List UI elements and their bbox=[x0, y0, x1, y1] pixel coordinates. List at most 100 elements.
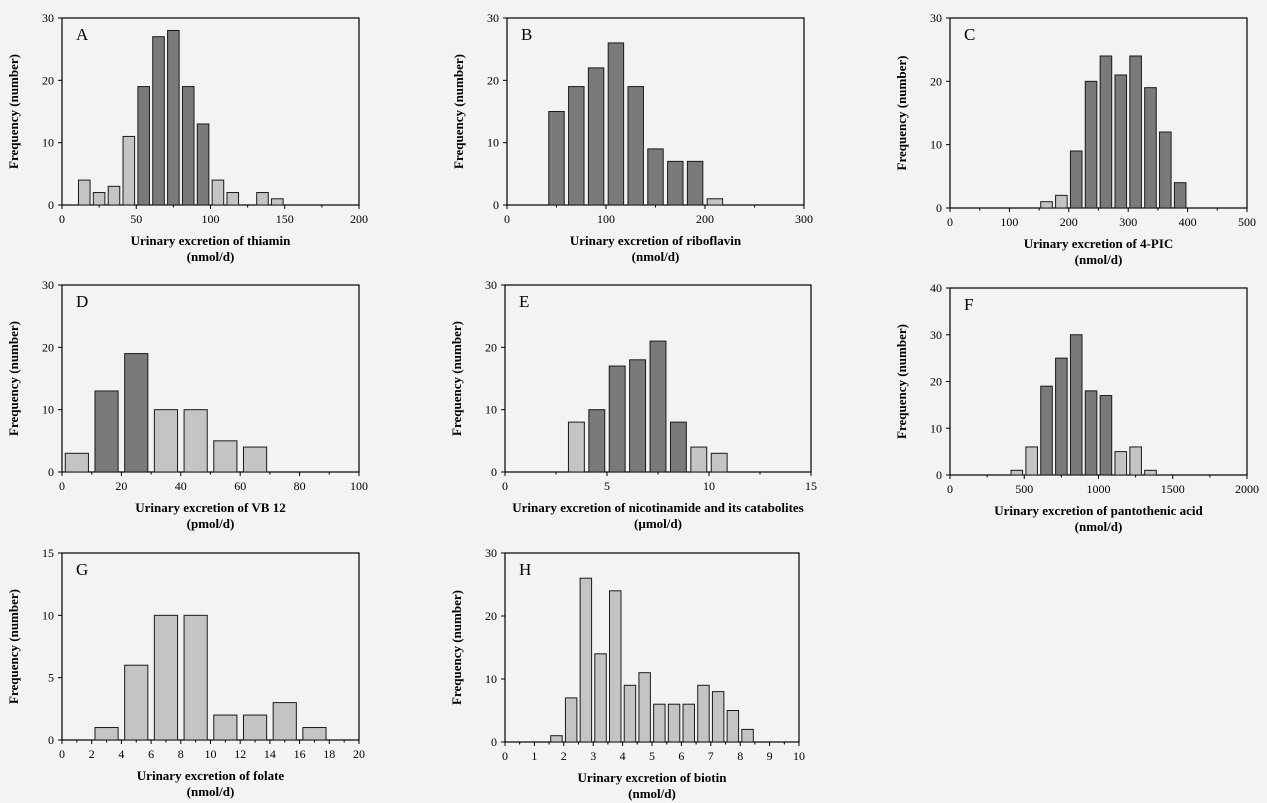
bar bbox=[153, 614, 179, 741]
y-tick-label: 0 bbox=[936, 201, 942, 215]
bar bbox=[1069, 150, 1083, 209]
x-axis-title: (pmol/d) bbox=[187, 516, 235, 531]
x-tick-label: 0 bbox=[502, 749, 508, 763]
bar bbox=[1025, 446, 1038, 476]
x-tick-label: 0 bbox=[59, 212, 65, 226]
bar bbox=[124, 664, 149, 741]
bar bbox=[647, 148, 664, 206]
x-tick-label: 2000 bbox=[1235, 482, 1259, 496]
bar bbox=[1084, 80, 1098, 209]
x-tick-label: 300 bbox=[795, 212, 813, 226]
x-tick-label: 2 bbox=[89, 747, 95, 761]
x-axis-title: Urinary excretion of riboflavin bbox=[570, 233, 742, 248]
x-axis-title: Urinary excretion of pantothenic acid bbox=[994, 503, 1203, 518]
plot-frame bbox=[61, 552, 360, 741]
y-tick-label: 10 bbox=[42, 136, 54, 150]
bar bbox=[607, 42, 625, 206]
chart-panel-b: 0 100 200 300 0 10 20 30 B Frequency (number) Urin… bbox=[451, 11, 813, 264]
x-axis-title: Urinary excretion of biotin bbox=[578, 770, 728, 785]
bar bbox=[726, 710, 740, 743]
bar bbox=[588, 409, 606, 473]
bar bbox=[697, 684, 710, 743]
y-tick-label: 30 bbox=[42, 278, 54, 292]
y-tick-label: 10 bbox=[485, 403, 497, 417]
bar bbox=[1144, 469, 1157, 476]
chart-panel-h: 0 1 2 3 4 5 6 7 8 9 10 0 10 20 30 H Frequency (number) Ur… bbox=[449, 546, 805, 801]
panel-letter: F bbox=[964, 295, 973, 314]
chart-panel-g: 0 2 4 6 8 10 12 14 16 18 20 0 5 10 15 G Frequency (numbe… bbox=[6, 546, 365, 799]
x-axis-title: (nmol/d) bbox=[628, 786, 676, 801]
bar bbox=[686, 160, 704, 206]
panel-letter: A bbox=[76, 25, 89, 44]
y-tick-label: 10 bbox=[485, 672, 497, 686]
bar bbox=[1010, 469, 1024, 476]
y-tick-label: 40 bbox=[930, 281, 942, 295]
x-axis-title: (nmol/d) bbox=[632, 249, 680, 264]
x-tick-label: 100 bbox=[597, 212, 615, 226]
y-tick-label: 20 bbox=[930, 74, 942, 88]
x-tick-label: 6 bbox=[678, 749, 684, 763]
x-tick-label: 5 bbox=[604, 479, 610, 493]
x-tick-label: 0 bbox=[504, 212, 510, 226]
x-tick-label: 18 bbox=[323, 747, 335, 761]
bar bbox=[567, 421, 585, 473]
x-tick-label: 4 bbox=[118, 747, 124, 761]
bar bbox=[1114, 74, 1128, 209]
y-tick-label: 0 bbox=[491, 735, 497, 749]
bar bbox=[1173, 182, 1187, 209]
plot-frame bbox=[61, 17, 360, 206]
x-axis-title: (nmol/d) bbox=[187, 249, 235, 264]
y-tick-label: 0 bbox=[48, 733, 54, 747]
bar bbox=[579, 577, 593, 743]
y-tick-label: 0 bbox=[48, 465, 54, 479]
bar bbox=[153, 409, 179, 473]
y-tick-label: 10 bbox=[930, 421, 942, 435]
bar bbox=[122, 135, 136, 206]
bar bbox=[242, 446, 268, 473]
x-tick-label: 10 bbox=[793, 749, 805, 763]
y-tick-label: 30 bbox=[485, 278, 497, 292]
bar bbox=[107, 185, 121, 206]
x-tick-label: 200 bbox=[1060, 215, 1078, 229]
y-tick-label: 10 bbox=[487, 136, 499, 150]
panel-letter: H bbox=[519, 560, 531, 579]
bar bbox=[77, 179, 91, 206]
y-tick-label: 20 bbox=[930, 375, 942, 389]
y-tick-label: 15 bbox=[42, 546, 54, 560]
x-axis-title: Urinary excretion of folate bbox=[137, 768, 285, 783]
bar bbox=[272, 702, 297, 741]
bar bbox=[92, 192, 106, 206]
bar bbox=[211, 179, 225, 206]
x-tick-label: 1500 bbox=[1161, 482, 1185, 496]
x-tick-label: 0 bbox=[59, 479, 65, 493]
x-tick-label: 12 bbox=[234, 747, 246, 761]
x-tick-label: 5 bbox=[649, 749, 655, 763]
bar bbox=[1084, 390, 1098, 476]
x-tick-label: 4 bbox=[620, 749, 626, 763]
bar bbox=[669, 421, 687, 473]
bar bbox=[64, 452, 89, 473]
x-tick-label: 200 bbox=[696, 212, 714, 226]
bar bbox=[137, 86, 150, 206]
chart-panel-c: 0 100 200 300 400 500 0 10 20 30 C Frequency (numbe… bbox=[894, 11, 1256, 267]
bar bbox=[608, 365, 626, 473]
x-tick-label: 20 bbox=[353, 747, 365, 761]
x-axis-title: Urinary excretion of nicotinamide and it… bbox=[512, 500, 804, 515]
y-tick-label: 0 bbox=[493, 198, 499, 212]
x-tick-label: 7 bbox=[708, 749, 714, 763]
y-axis-title: Frequency (number) bbox=[449, 590, 464, 705]
bar bbox=[1055, 194, 1068, 209]
x-axis-title: (nmol/d) bbox=[187, 784, 235, 799]
x-tick-label: 16 bbox=[294, 747, 306, 761]
bar bbox=[667, 160, 684, 206]
y-tick-label: 30 bbox=[930, 11, 942, 25]
x-tick-label: 2 bbox=[561, 749, 567, 763]
y-tick-label: 0 bbox=[491, 465, 497, 479]
y-tick-label: 20 bbox=[42, 73, 54, 87]
bar bbox=[94, 727, 119, 741]
x-tick-label: 80 bbox=[294, 479, 306, 493]
x-tick-label: 15 bbox=[805, 479, 817, 493]
x-tick-label: 10 bbox=[703, 479, 715, 493]
bar bbox=[183, 409, 208, 473]
x-tick-label: 20 bbox=[115, 479, 127, 493]
